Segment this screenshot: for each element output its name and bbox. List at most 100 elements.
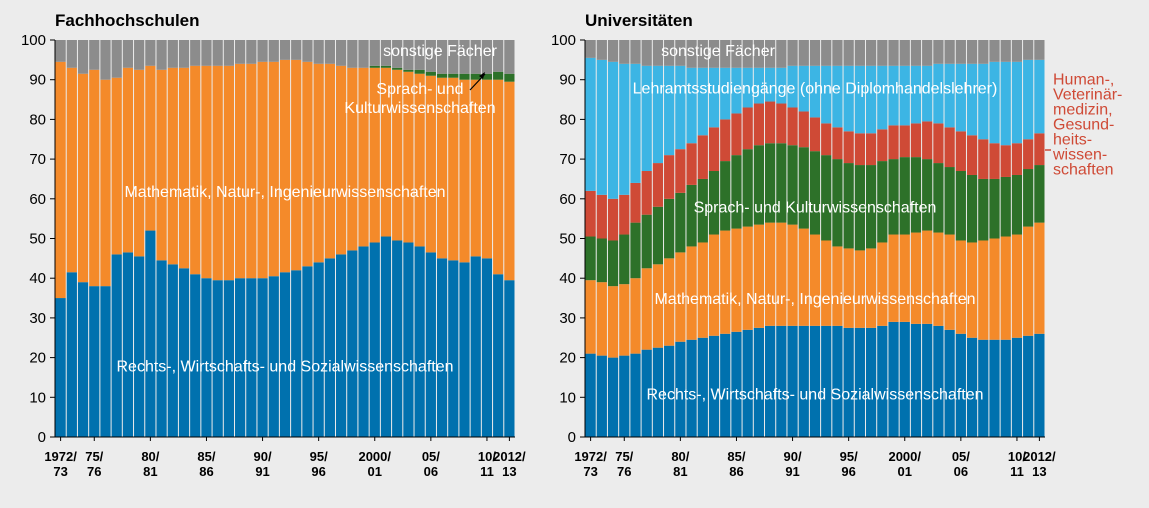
bar-segment bbox=[335, 254, 347, 437]
bar-segment bbox=[257, 278, 268, 437]
bar-segment bbox=[436, 258, 448, 437]
bar-segment bbox=[832, 159, 843, 247]
bar-segment bbox=[675, 252, 686, 342]
bar-segment bbox=[978, 240, 989, 340]
bar-segment bbox=[944, 167, 955, 235]
bar-segment bbox=[1023, 169, 1034, 227]
bar-segment bbox=[843, 131, 854, 164]
bar-segment bbox=[212, 65, 223, 281]
bar-segment bbox=[933, 40, 944, 64]
bar-segment bbox=[787, 224, 798, 326]
x-tick-label: 05/06 bbox=[422, 449, 440, 479]
series-label: Sprach- und Kulturwissenschaften bbox=[344, 81, 495, 117]
bar-segment bbox=[392, 240, 403, 437]
bar-segment bbox=[414, 246, 425, 437]
y-tick-label: 30 bbox=[559, 310, 576, 327]
bar-segment bbox=[955, 63, 966, 132]
bar-segment bbox=[832, 127, 843, 160]
bar-segment bbox=[607, 40, 619, 62]
bar-segment bbox=[854, 133, 865, 166]
x-tick-label: 1972/73 bbox=[44, 449, 77, 479]
bar-segment bbox=[854, 65, 865, 134]
bar-segment bbox=[1000, 40, 1011, 62]
bar-segment bbox=[966, 242, 978, 338]
bar-segment bbox=[865, 248, 877, 328]
bar-segment bbox=[380, 67, 392, 237]
bar-segment bbox=[899, 157, 910, 235]
bar-segment bbox=[989, 339, 1000, 437]
bar-segment bbox=[313, 40, 324, 64]
bar-segment bbox=[596, 238, 607, 283]
bar-segment bbox=[201, 40, 212, 66]
bar-segment bbox=[922, 40, 933, 66]
bar-segment bbox=[821, 240, 832, 326]
bar-segment bbox=[448, 260, 459, 437]
bar-segment bbox=[765, 143, 776, 223]
bar-segment bbox=[843, 163, 854, 249]
bar-segment bbox=[933, 163, 944, 233]
bar-segment bbox=[877, 161, 888, 243]
bar-segment bbox=[448, 40, 459, 74]
bar-segment bbox=[167, 264, 178, 437]
bar-segment bbox=[77, 73, 89, 283]
bar-segment bbox=[89, 286, 100, 437]
bar-segment bbox=[1034, 222, 1045, 334]
bar-segment bbox=[459, 79, 470, 263]
bar-segment bbox=[596, 59, 607, 195]
bar-segment bbox=[776, 40, 787, 68]
bar-segment bbox=[742, 226, 753, 330]
bar-segment bbox=[493, 71, 504, 80]
x-tick-label: 05/06 bbox=[952, 449, 970, 479]
series-label: sonstige Fächer bbox=[383, 43, 498, 60]
y-tick-label: 80 bbox=[29, 111, 46, 128]
bar-segment bbox=[380, 40, 392, 66]
bar-segment bbox=[235, 278, 246, 437]
bar-segment bbox=[414, 40, 425, 70]
bar-segment bbox=[686, 143, 697, 185]
bar-segment bbox=[854, 165, 865, 251]
pointer-head bbox=[479, 72, 485, 79]
bar-segment bbox=[1000, 145, 1011, 177]
bar-segment bbox=[448, 73, 459, 78]
bar-segment bbox=[641, 40, 652, 66]
bar-segment bbox=[922, 65, 933, 122]
bar-segment bbox=[358, 67, 369, 247]
bar-segment bbox=[347, 67, 358, 251]
bar-segment bbox=[664, 65, 675, 156]
bar-segment bbox=[854, 40, 865, 66]
bar-segment bbox=[922, 159, 933, 231]
bar-segment bbox=[821, 123, 832, 156]
bar-segment bbox=[481, 40, 493, 74]
bar-segment bbox=[100, 79, 111, 287]
bar-segment bbox=[910, 40, 922, 66]
y-tick-label: 30 bbox=[29, 310, 46, 327]
series-label: Mathematik, Natur-, Ingenieurwissenschaf… bbox=[124, 184, 445, 201]
y-tick-label: 0 bbox=[38, 429, 46, 446]
bar-segment bbox=[664, 258, 675, 346]
bar-segment bbox=[798, 65, 809, 112]
bar-segment bbox=[156, 69, 167, 261]
bar-segment bbox=[380, 65, 392, 68]
bar-segment bbox=[652, 40, 664, 66]
bar-segment bbox=[380, 236, 392, 437]
bar-segment bbox=[798, 325, 809, 437]
bar-segment bbox=[167, 67, 178, 265]
bar-segment bbox=[313, 262, 324, 437]
bar-segment bbox=[481, 79, 493, 259]
bar-segment bbox=[966, 337, 978, 437]
bar-segment bbox=[765, 101, 776, 144]
y-tick-label: 40 bbox=[29, 270, 46, 287]
bar-segment bbox=[742, 107, 753, 150]
x-tick-label: 10/11 bbox=[1008, 449, 1026, 479]
bar-segment bbox=[335, 65, 347, 255]
bar-segment bbox=[122, 252, 134, 437]
bar-segment bbox=[619, 284, 630, 356]
bar-segment bbox=[944, 329, 955, 437]
bar-segment bbox=[944, 63, 955, 128]
bar-segment bbox=[190, 274, 201, 437]
bar-segment bbox=[268, 276, 279, 437]
bar-segment bbox=[1023, 40, 1034, 60]
bar-segment bbox=[619, 63, 630, 195]
bar-segment bbox=[1034, 133, 1045, 166]
bar-segment bbox=[77, 282, 89, 437]
